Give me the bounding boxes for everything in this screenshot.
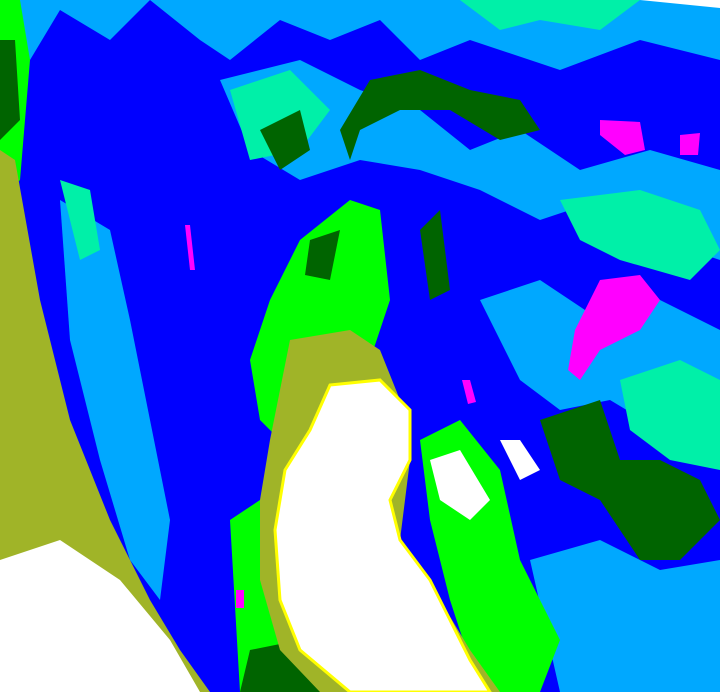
magenta-cold-cloud-tops [185, 120, 700, 608]
white-cloud-fragments [430, 440, 540, 520]
teal-cloud-regions [60, 0, 720, 470]
white-corner-top-right [640, 0, 720, 8]
white-region-bottom-left [0, 540, 200, 692]
white-cloud-core [273, 378, 492, 692]
dark-green-cloud-patches [0, 40, 720, 692]
